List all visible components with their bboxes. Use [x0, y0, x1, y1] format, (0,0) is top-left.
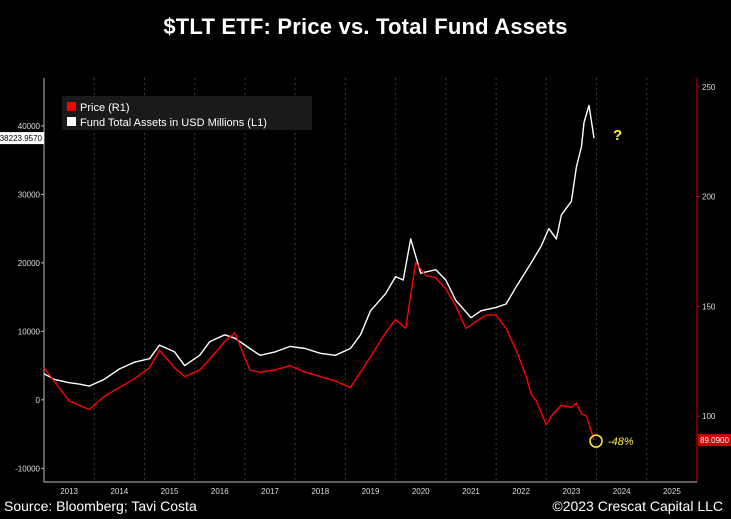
chart-title: $TLT ETF: Price vs. Total Fund Assets — [163, 14, 568, 39]
x-tick-label: 2015 — [161, 487, 179, 496]
x-tick-label: 2016 — [211, 487, 229, 496]
annotations: ? -48% — [589, 127, 634, 448]
x-tick-label: 2013 — [60, 487, 78, 496]
y-left-tick-label: 0 — [36, 396, 41, 405]
x-tick-label: 2018 — [311, 487, 329, 496]
x-tick-label: 2022 — [512, 487, 530, 496]
y-left-tick-label: -10000 — [15, 464, 40, 473]
y-right-tick-label: 200 — [702, 193, 716, 202]
copyright-note: ©2023 Crescat Capital LLC — [552, 498, 723, 514]
legend-swatch — [67, 102, 76, 111]
x-tick-label: 2021 — [462, 487, 480, 496]
right-current-value: 89.0900 — [700, 436, 729, 445]
x-tick-label: 2019 — [362, 487, 380, 496]
price-line — [43, 261, 595, 441]
legend-box — [62, 96, 312, 130]
y-right-tick-label: 100 — [702, 412, 716, 421]
y-left-tick-label: 40000 — [18, 122, 41, 131]
axes: -10000 0 10000 20000 30000 40000 100 150 200 250 2… — [0, 78, 731, 496]
legend-swatch — [67, 117, 76, 126]
question-mark-annotation: ? — [613, 127, 622, 144]
right-value-box — [698, 434, 731, 447]
series-layer — [43, 104, 595, 441]
x-tick-label: 2014 — [110, 487, 128, 496]
y-right-tick-label: 250 — [702, 83, 716, 92]
x-tick-label: 2025 — [663, 487, 681, 496]
legend-label: Price (R1) — [80, 102, 130, 114]
y-left-tick-label: 20000 — [18, 259, 41, 268]
source-note: Source: Bloomberg; Tavi Costa — [4, 498, 197, 514]
price-marker-circle — [589, 434, 603, 448]
x-tick-label: 2024 — [613, 487, 631, 496]
legend: Price (R1) Fund Total Assets in USD Milli… — [62, 96, 312, 130]
y-right-tick-label: 150 — [702, 302, 716, 311]
x-tick-label: 2023 — [563, 487, 581, 496]
left-value-box — [0, 132, 44, 145]
y-left-tick-label: 30000 — [18, 190, 41, 199]
gridlines — [93, 78, 698, 482]
left-current-value: 38223.9570 — [0, 134, 43, 143]
y-left-tick-label: 10000 — [18, 327, 41, 336]
legend-label: Fund Total Assets in USD Millions (L1) — [80, 117, 267, 129]
x-tick-label: 2020 — [412, 487, 430, 496]
x-tick-label: 2017 — [261, 487, 279, 496]
fund-assets-line — [43, 104, 595, 387]
percent-change-annotation: -48% — [608, 436, 634, 448]
